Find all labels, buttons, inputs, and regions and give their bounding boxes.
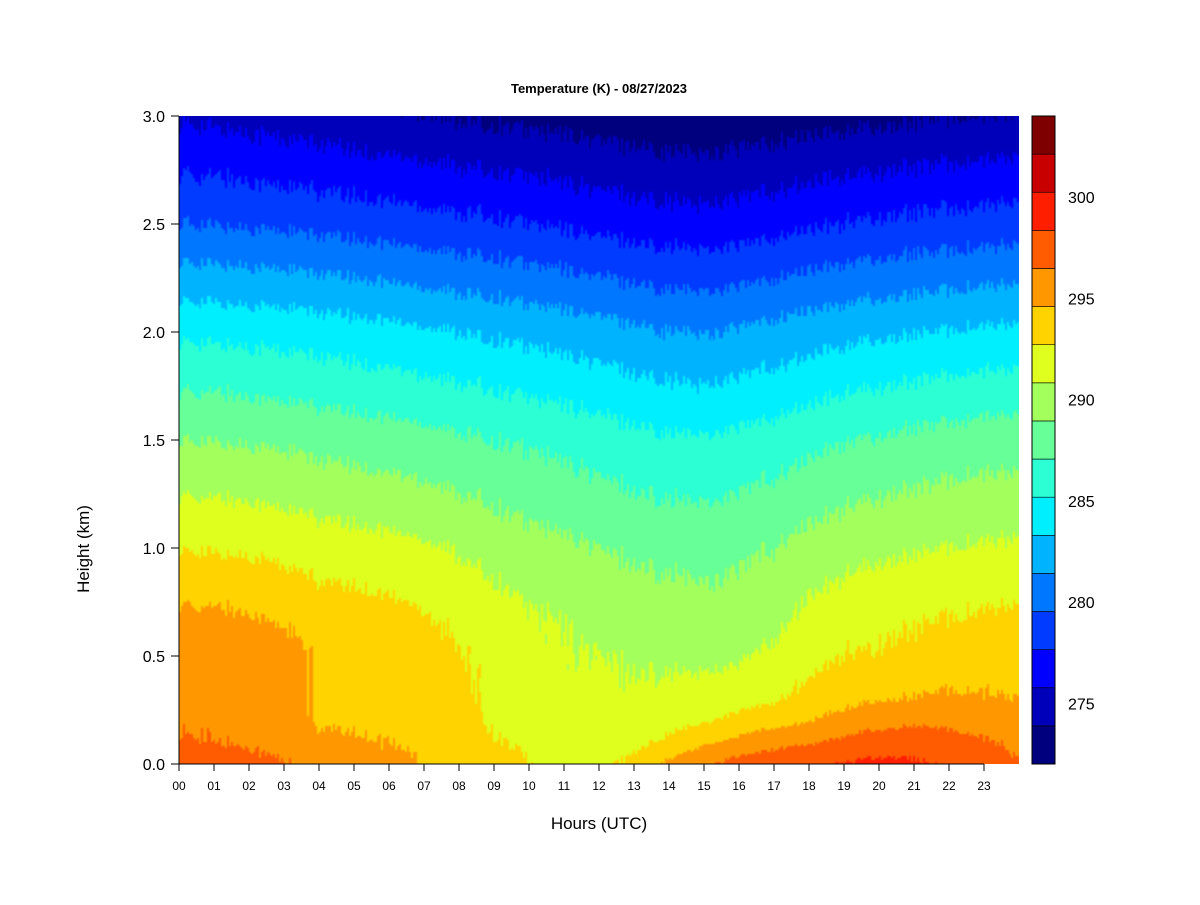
colorbar-tick-label: 280 (1068, 595, 1095, 612)
x-axis-label: Hours (UTC) (551, 814, 647, 833)
colorbar-tick-label: 295 (1068, 291, 1095, 308)
colorbar-swatch (1032, 154, 1055, 192)
x-tick-label: 00 (172, 779, 186, 793)
chart-title: Temperature (K) - 08/27/2023 (511, 81, 687, 96)
y-tick-label: 1.5 (143, 433, 165, 450)
y-tick-label: 2.5 (143, 217, 165, 234)
y-tick-label: 2.0 (143, 325, 165, 342)
colorbar-swatch (1032, 307, 1055, 345)
x-tick-label: 03 (277, 779, 291, 793)
y-tick-label: 0.5 (143, 649, 165, 666)
colorbar-swatch (1032, 421, 1055, 459)
colorbar-swatch (1032, 612, 1055, 650)
colorbar: 275 280 285 290 295 300 (1032, 116, 1095, 764)
colorbar-swatch (1032, 573, 1055, 611)
colorbar-swatch (1032, 688, 1055, 726)
temperature-heatmap (179, 116, 1019, 764)
colorbar-swatch (1032, 383, 1055, 421)
colorbar-swatch (1032, 497, 1055, 535)
x-tick-label: 11 (558, 779, 571, 793)
x-tick-label: 09 (487, 779, 501, 793)
x-tick-label: 20 (872, 779, 886, 793)
y-tick-label: 3.0 (143, 109, 165, 126)
x-tick-label: 16 (732, 779, 746, 793)
colorbar-tick-label: 285 (1068, 494, 1095, 511)
x-tick-label: 15 (697, 779, 711, 793)
y-axis-label: Height (km) (74, 505, 93, 593)
x-tick-label: 17 (767, 779, 781, 793)
x-tick-label: 18 (802, 779, 816, 793)
x-tick-label: 06 (382, 779, 396, 793)
colorbar-swatch (1032, 268, 1055, 306)
x-tick-label: 21 (907, 779, 921, 793)
colorbar-tick-label: 275 (1068, 696, 1095, 713)
x-tick-label: 14 (662, 779, 676, 793)
colorbar-swatch (1032, 650, 1055, 688)
colorbar-tick-label: 300 (1068, 190, 1095, 207)
x-tick-label: 02 (242, 779, 256, 793)
x-tick-label: 07 (417, 779, 431, 793)
x-tick-label: 05 (347, 779, 361, 793)
colorbar-swatch (1032, 535, 1055, 573)
x-tick-label: 19 (837, 779, 851, 793)
y-tick-label: 1.0 (143, 541, 165, 558)
y-tick-label: 0.0 (143, 757, 165, 774)
y-axis: 0.0 0.5 1.0 1.5 2.0 2.5 3.0 (143, 109, 179, 774)
colorbar-swatch (1032, 116, 1055, 154)
colorbar-tick-label: 290 (1068, 393, 1095, 410)
colorbar-swatch (1032, 726, 1055, 764)
x-axis: 00 01 02 03 04 05 06 07 08 09 10 11 12 13 14 15 16 17 18 19… (172, 764, 991, 793)
plot-area (179, 116, 1019, 764)
x-tick-label: 23 (977, 779, 991, 793)
x-tick-label: 04 (312, 779, 326, 793)
colorbar-swatch (1032, 345, 1055, 383)
colorbar-swatch (1032, 230, 1055, 268)
x-tick-label: 13 (627, 779, 641, 793)
colorbar-swatch (1032, 192, 1055, 230)
x-tick-label: 12 (592, 779, 606, 793)
x-tick-label: 22 (942, 779, 956, 793)
x-tick-label: 01 (207, 779, 221, 793)
colorbar-swatch (1032, 459, 1055, 497)
x-tick-label: 10 (522, 779, 536, 793)
x-tick-label: 08 (452, 779, 466, 793)
